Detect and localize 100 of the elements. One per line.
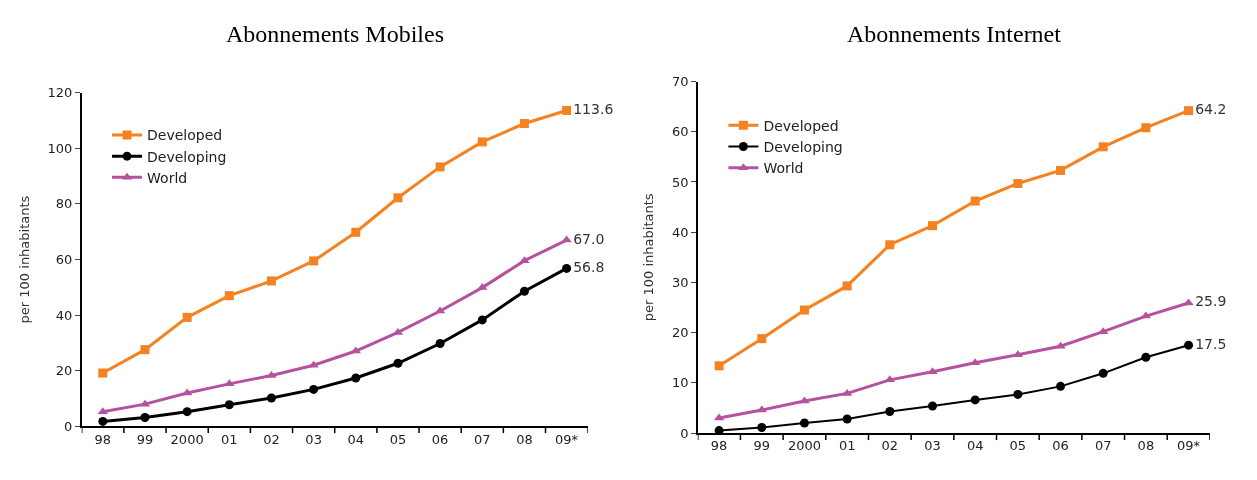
x-tick-label: 99 [136,431,154,447]
y-tick-label: 20 [55,363,73,379]
point [351,373,361,383]
point [519,119,529,129]
y-axis-title: per 100 inhabitants [641,193,657,322]
point [970,395,980,405]
x-tick-label: 03 [924,438,941,454]
point [757,334,767,344]
point [842,281,852,291]
legend-label: Developed [763,117,839,134]
point [477,315,487,325]
y-tick-label: 20 [671,325,689,341]
point [266,393,276,403]
point [756,405,767,413]
y-tick-label: 60 [55,252,73,268]
x-tick-label: 04 [966,438,984,454]
point [1184,340,1194,350]
chart-title: Abonnements Internet [847,21,1062,47]
point [562,105,572,115]
point [182,312,192,322]
point [1098,142,1108,152]
x-tick-label: 06 [431,431,449,447]
legend-label: Developing [147,148,227,165]
y-tick-label: 0 [64,418,73,434]
x-tick-label: 09* [1177,438,1201,454]
data-label: 17.5 [1195,335,1227,352]
x-tick-label: 02 [881,438,899,454]
point [562,263,572,273]
data-label: 67.0 [573,230,605,247]
point [928,401,937,411]
x-tick-label: 08 [516,431,533,447]
x-tick-label: 98 [94,431,112,447]
x-tick-label: 08 [1137,438,1155,454]
data-label: 25.9 [1195,293,1227,310]
x-tick-label: 06 [1052,438,1069,454]
point [351,227,361,237]
y-axis-title: per 100 inhabitants [17,195,33,324]
point [1013,389,1023,399]
point [309,384,319,394]
y-tick-label: 10 [671,375,689,391]
point [970,196,980,206]
x-tick-label: 03 [305,431,322,447]
point [842,414,852,424]
y-tick-label: 70 [671,74,689,90]
point [1013,178,1023,188]
point [435,162,445,172]
point [1056,381,1066,391]
point [799,418,809,428]
legend-label: Developed [147,127,223,144]
point [1141,123,1151,133]
point [393,193,403,203]
y-tick-label: 0 [680,425,689,441]
chart-title: Abonnements Mobiles [226,21,444,47]
y-tick-label: 40 [55,307,73,323]
y-tick-label: 40 [671,224,689,240]
legend-label: Developing [763,138,843,155]
point [519,286,529,296]
x-tick-label: 2000 [170,431,204,447]
point [435,339,445,349]
legend-label: World [147,169,188,186]
point [885,240,895,250]
x-tick-label: 98 [710,438,728,454]
point [182,407,192,417]
point [98,416,108,426]
data-label: 56.8 [573,258,605,275]
x-tick-label: 07 [1094,438,1112,454]
x-tick-label: 99 [753,438,771,454]
x-tick-label: 2000 [787,438,822,454]
point [1184,106,1194,116]
x-tick-label: 05 [1009,438,1027,454]
point [98,368,108,378]
x-tick-label: 09* [555,431,579,447]
y-tick-label: 80 [55,196,73,212]
point [266,276,276,286]
y-tick-label: 100 [47,140,73,156]
point [224,291,234,301]
point [885,406,895,416]
point [1183,298,1194,306]
x-tick-label: 02 [263,431,280,447]
x-tick-label: 05 [389,431,407,447]
point [393,358,403,368]
point [1098,368,1108,378]
data-label: 113.6 [573,100,614,117]
point [1056,165,1066,175]
y-tick-label: 120 [47,85,73,101]
y-tick-label: 30 [671,274,689,290]
point [927,221,937,231]
point [714,361,724,371]
point [140,345,150,355]
point [799,396,810,404]
legend-label: World [763,160,804,177]
point [309,256,319,266]
point [1141,352,1151,362]
point [224,400,234,410]
point [757,423,767,433]
x-tick-label: 07 [474,431,491,447]
x-tick-label: 01 [221,431,238,447]
point [140,413,150,422]
point [477,137,487,147]
y-tick-label: 50 [671,174,689,190]
